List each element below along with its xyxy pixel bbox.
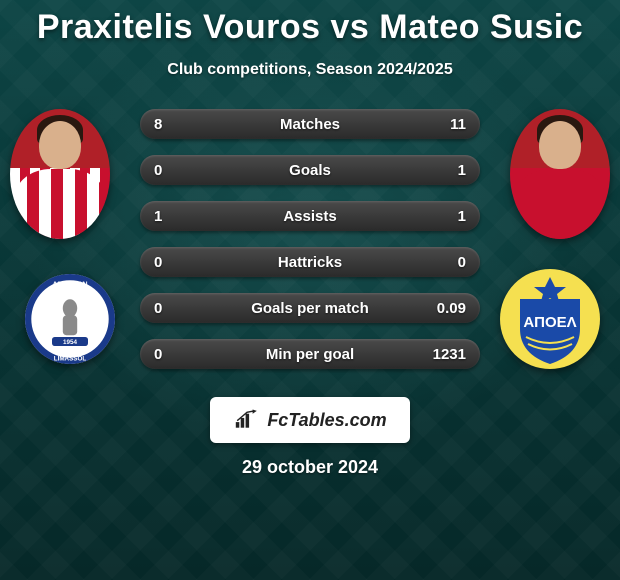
player-photo-left xyxy=(10,109,110,239)
fctables-badge: FcTables.com xyxy=(210,397,410,443)
crest-text-bottom: LIMASSOL xyxy=(54,355,87,362)
stat-label: Min per goal xyxy=(194,346,426,363)
stat-right-value: 1231 xyxy=(426,346,466,363)
date-label: 29 october 2024 xyxy=(0,457,620,478)
stat-right-value: 0 xyxy=(426,254,466,271)
crest-text-top: APOLLON xyxy=(52,280,87,289)
subtitle: Club competitions, Season 2024/2025 xyxy=(0,61,620,79)
stat-row-min-per-goal: 0 Min per goal 1231 xyxy=(140,339,480,369)
stat-left-value: 0 xyxy=(154,346,194,363)
stat-label: Assists xyxy=(194,208,426,225)
fctables-label: FcTables.com xyxy=(267,410,386,431)
player-photo-right xyxy=(510,109,610,239)
club-badge-left: APOLLON LIMASSOL 1954 xyxy=(25,274,115,364)
stat-label: Matches xyxy=(194,116,426,133)
apoel-crest-icon: ΑΠΟΕΛ xyxy=(500,269,600,369)
fctables-logo-icon xyxy=(233,409,261,431)
apollon-crest-icon: APOLLON LIMASSOL 1954 xyxy=(25,274,115,364)
stat-left-value: 0 xyxy=(154,162,194,179)
stat-label: Goals xyxy=(194,162,426,179)
stat-left-value: 8 xyxy=(154,116,194,133)
stats-area: APOLLON LIMASSOL 1954 ΑΠΟΕΛ 8 Matches xyxy=(0,109,620,389)
stat-label: Hattricks xyxy=(194,254,426,271)
stat-right-value: 1 xyxy=(426,208,466,225)
stat-label: Goals per match xyxy=(194,300,426,317)
stat-left-value: 0 xyxy=(154,300,194,317)
stat-row-goals: 0 Goals 1 xyxy=(140,155,480,185)
club-badge-right: ΑΠΟΕΛ xyxy=(500,269,600,369)
stat-right-value: 1 xyxy=(426,162,466,179)
stat-right-value: 11 xyxy=(426,116,466,133)
stat-row-matches: 8 Matches 11 xyxy=(140,109,480,139)
stat-row-goals-per-match: 0 Goals per match 0.09 xyxy=(140,293,480,323)
stat-right-value: 0.09 xyxy=(426,300,466,317)
stat-left-value: 1 xyxy=(154,208,194,225)
stat-left-value: 0 xyxy=(154,254,194,271)
page-title: Praxitelis Vouros vs Mateo Susic xyxy=(0,0,620,47)
crest-text: ΑΠΟΕΛ xyxy=(523,314,576,331)
stat-row-assists: 1 Assists 1 xyxy=(140,201,480,231)
stat-row-hattricks: 0 Hattricks 0 xyxy=(140,247,480,277)
crest-year: 1954 xyxy=(63,339,78,346)
